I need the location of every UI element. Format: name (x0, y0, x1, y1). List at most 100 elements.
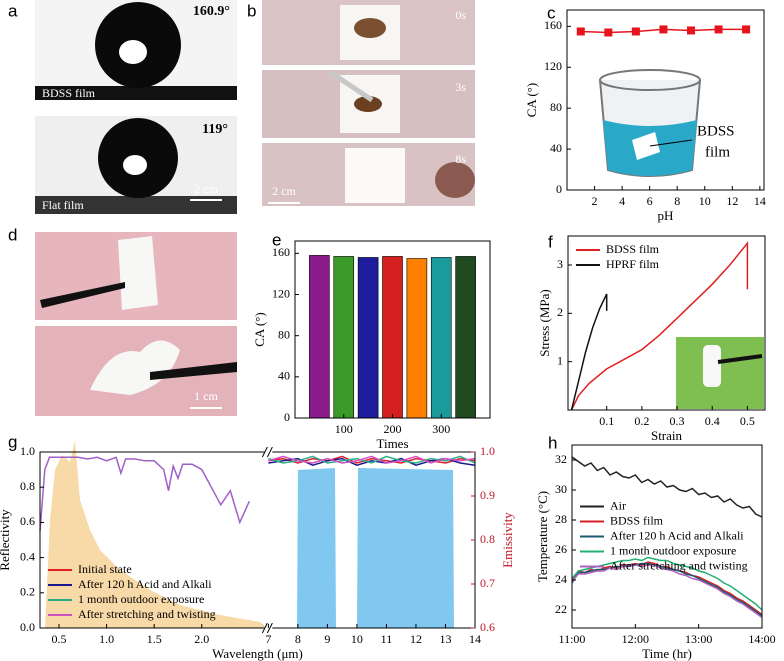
x-tick-label: 1.5 (147, 632, 162, 646)
panel-label: a (8, 1, 18, 20)
marker (604, 28, 613, 37)
scale-label: 2 cm (194, 182, 218, 196)
y-tick-label: 120 (272, 286, 290, 300)
y-tick-label: 22 (555, 602, 567, 616)
time-label: 0s (455, 8, 466, 22)
legend-label: After 120 h Acid and Alkali (78, 577, 212, 591)
panel-label: c (547, 3, 556, 22)
legend-label: After 120 h Acid and Alkali (610, 528, 744, 542)
x-tick-label: 8 (295, 632, 301, 646)
panel-label: e (272, 230, 281, 249)
y-tick-label: 2 (557, 305, 563, 319)
x-tick-label: 0.2 (634, 414, 649, 428)
legend-label: 1 month outdoor exposure (610, 543, 736, 557)
bar (357, 257, 379, 419)
line (571, 456, 763, 518)
x-tick-label: 14 (469, 632, 481, 646)
x-axis-label: Times (376, 436, 408, 451)
y-tick-label: 28 (555, 512, 567, 526)
legend-label: After stretching and twisting (78, 607, 216, 621)
y-tick-label: 120 (544, 59, 562, 73)
time-label: 3s (455, 80, 466, 94)
x-tick-label: 2.0 (194, 632, 209, 646)
marker (742, 25, 751, 34)
x-tick-label: 100 (335, 422, 353, 436)
x-tick-label: 7 (265, 632, 271, 646)
line (570, 241, 749, 411)
x-tick-label: 9 (324, 632, 330, 646)
line (39, 456, 250, 532)
line (571, 561, 763, 616)
scale-label: 1 cm (194, 389, 218, 403)
x-tick-label: 11 (381, 632, 393, 646)
x-tick-label: 14:00 (748, 632, 775, 646)
y-tick-label: 24 (555, 572, 567, 586)
y-tick-label: 0 (556, 182, 562, 196)
line (570, 293, 608, 411)
x-tick-label: 12 (410, 632, 422, 646)
plot-frame (567, 235, 766, 411)
x-tick-label: 14 (754, 194, 766, 208)
x-tick-label: 300 (432, 422, 450, 436)
x-tick-label: 0.4 (705, 414, 720, 428)
x-tick-label: 4 (619, 194, 625, 208)
y2-tick-label: 0.9 (480, 488, 495, 502)
line (571, 556, 763, 611)
panel-label: d (8, 225, 17, 244)
y2-tick-label: 1.0 (480, 444, 495, 458)
time-label: 8s (455, 152, 466, 166)
x-tick-label: 2 (592, 194, 598, 208)
y-axis-label: CA (°) (524, 83, 539, 117)
panel-label: b (247, 1, 256, 20)
legend-label: BDSS film (606, 242, 660, 256)
line (268, 455, 476, 464)
legend-label: 1 month outdoor exposure (78, 592, 204, 606)
y-tick-label: 3 (557, 257, 563, 271)
y-tick-label: 32 (555, 452, 567, 466)
legend-label: Air (610, 498, 626, 512)
plot-frame (566, 9, 765, 191)
x-axis-label: pH (658, 208, 674, 223)
y-tick-label: 0.4 (20, 549, 35, 563)
photo-a (35, 0, 237, 214)
y-axis-label: Stress (MPa) (537, 289, 552, 357)
x-tick-label: 6 (647, 194, 653, 208)
annotation: film (705, 144, 730, 160)
legend-label: BDSS film (610, 513, 664, 527)
bar (309, 255, 330, 419)
photo-caption: Flat film (42, 198, 84, 212)
y-tick-label: 0.2 (20, 585, 35, 599)
panel-label: h (548, 433, 557, 452)
photo-caption: BDSS film (42, 86, 96, 100)
x-tick-label: 200 (384, 422, 402, 436)
y-tick-label: 40 (550, 141, 562, 155)
y-axis-label: Temperature (°C) (535, 491, 550, 582)
y2-tick-label: 0.8 (480, 532, 495, 546)
x-tick-label: 0.3 (670, 414, 685, 428)
axis-break (261, 446, 268, 458)
y-tick-label: 1.0 (20, 444, 35, 458)
y-tick-label: 0 (284, 410, 290, 424)
y-axis-label: Reflectivity (0, 509, 12, 571)
x-tick-label: 10 (699, 194, 711, 208)
marker (659, 25, 668, 34)
legend-label: Initial state (78, 562, 132, 576)
x-tick-label: 13 (439, 632, 451, 646)
annotation: BDSS (697, 123, 735, 139)
marker (576, 27, 585, 36)
y-tick-label: 40 (278, 369, 290, 383)
y2-axis-label: Emissivity (500, 512, 515, 568)
axis-break (266, 446, 273, 458)
y-tick-label: 30 (555, 482, 567, 496)
x-tick-label: 12:00 (622, 632, 649, 646)
x-tick-label: 0.5 (740, 414, 755, 428)
bar (406, 258, 428, 419)
y-tick-label: 0.8 (20, 479, 35, 493)
contact-angle: 119° (202, 122, 228, 137)
y-tick-label: 160 (272, 245, 290, 259)
y2-tick-label: 0.6 (480, 620, 495, 634)
x-tick-label: 0.5 (52, 632, 67, 646)
beaker-inset (599, 69, 701, 177)
marker (686, 26, 695, 35)
